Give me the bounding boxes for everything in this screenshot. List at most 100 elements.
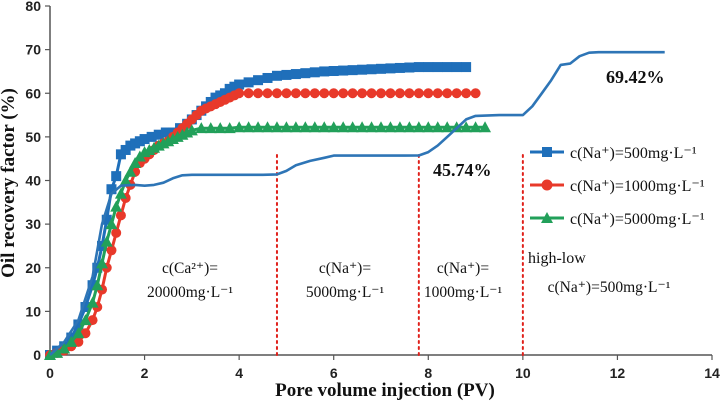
data-point — [365, 121, 378, 133]
data-point — [243, 77, 254, 88]
data-point — [309, 88, 320, 99]
data-point — [366, 64, 377, 75]
data-point — [338, 88, 349, 99]
data-point — [300, 88, 311, 99]
data-point — [153, 129, 164, 140]
region2-label-line2: 5000mg·L⁻¹ — [306, 284, 385, 301]
y-axis-title: Oil recovery factor (%) — [0, 88, 19, 278]
data-point — [412, 121, 425, 133]
data-point — [253, 88, 264, 99]
data-point — [423, 88, 434, 99]
data-point — [86, 296, 99, 308]
legend-marker — [542, 147, 552, 157]
y-tick-label: 50 — [25, 129, 41, 145]
data-point — [91, 279, 104, 291]
legend-label: c(Na⁺)=1000mg·L⁻¹ — [570, 178, 705, 195]
data-point — [234, 88, 245, 99]
data-point — [442, 88, 453, 99]
data-point — [431, 121, 444, 133]
legend-label: c(Na⁺)=5000mg·L⁻¹ — [570, 211, 705, 228]
data-point — [404, 62, 415, 73]
data-point — [223, 122, 236, 134]
legend-item: c(Na⁺)=5000mg·L⁻¹ — [530, 211, 705, 228]
data-point — [403, 121, 416, 133]
data-point — [100, 235, 113, 247]
data-point — [442, 62, 453, 73]
data-point — [347, 65, 358, 76]
data-point — [469, 121, 482, 133]
legend-item: c(Na⁺)=500mg·L⁻¹ — [530, 145, 697, 162]
x-tick-label: 8 — [424, 365, 432, 381]
data-point — [366, 88, 377, 99]
data-point — [253, 75, 264, 86]
data-point — [290, 69, 301, 80]
region-dividers — [275, 151, 524, 356]
data-point — [432, 88, 443, 99]
region1-label-line2: 20000mg·L⁻¹ — [147, 284, 233, 301]
legend-item: c(Na⁺)=1000mg·L⁻¹ — [530, 178, 705, 195]
data-point — [111, 227, 122, 238]
data-point — [73, 319, 84, 330]
data-point — [423, 62, 434, 73]
data-point — [346, 121, 359, 133]
series-line — [49, 50, 665, 356]
data-point — [290, 88, 301, 99]
data-point — [243, 88, 254, 99]
data-point — [115, 210, 126, 221]
legend-marker — [541, 179, 553, 191]
data-point — [101, 214, 112, 225]
data-point — [422, 121, 435, 133]
data-point — [308, 121, 321, 133]
data-point — [299, 121, 312, 133]
region3-label-line1: c(Na⁺)= — [437, 260, 489, 277]
data-point — [338, 65, 349, 76]
data-point — [460, 121, 473, 133]
data-point — [328, 66, 339, 77]
y-tick-label: 20 — [25, 260, 41, 276]
data-point — [195, 122, 208, 134]
legend-item: high-low — [528, 250, 586, 267]
legend-label: c(Na⁺)=500mg·L⁻¹ — [570, 145, 697, 162]
data-point — [376, 88, 386, 99]
data-point — [87, 280, 98, 291]
region4-label: c(Na⁺)=500mg·L⁻¹ — [548, 279, 671, 296]
x-tick-label: 6 — [330, 365, 338, 381]
data-point — [461, 88, 472, 99]
data-point — [394, 88, 405, 99]
data-point — [441, 121, 454, 133]
data-point — [124, 165, 137, 177]
data-point — [357, 88, 368, 99]
data-point — [252, 121, 265, 133]
legend-marker — [541, 212, 553, 223]
x-tick-label: 12 — [610, 365, 626, 381]
data-point — [413, 62, 424, 73]
x-tick-label: 14 — [704, 365, 720, 381]
y-tick-label: 0 — [33, 347, 41, 363]
data-point — [432, 62, 443, 73]
data-point — [139, 134, 150, 145]
data-point — [261, 121, 274, 133]
data-point — [318, 121, 331, 133]
y-tick-label: 80 — [25, 0, 41, 14]
pct-label-low: 45.74% — [433, 160, 492, 180]
data-point — [385, 63, 396, 74]
data-point — [58, 342, 71, 354]
series-3 — [44, 121, 492, 360]
data-point — [357, 64, 368, 75]
data-point — [105, 218, 118, 230]
data-point — [146, 131, 157, 142]
y-tick-label: 30 — [25, 216, 41, 232]
data-point — [393, 121, 406, 133]
data-point — [51, 346, 64, 358]
data-point — [160, 127, 171, 138]
pct-label-high: 69.42% — [606, 67, 665, 87]
series-4 — [49, 50, 665, 356]
data-point — [204, 122, 217, 134]
data-point — [106, 184, 117, 195]
data-point — [119, 174, 132, 186]
data-point — [404, 88, 415, 99]
data-point — [281, 88, 292, 99]
data-point — [375, 121, 387, 133]
series-layer — [44, 50, 665, 360]
data-point — [309, 67, 320, 78]
